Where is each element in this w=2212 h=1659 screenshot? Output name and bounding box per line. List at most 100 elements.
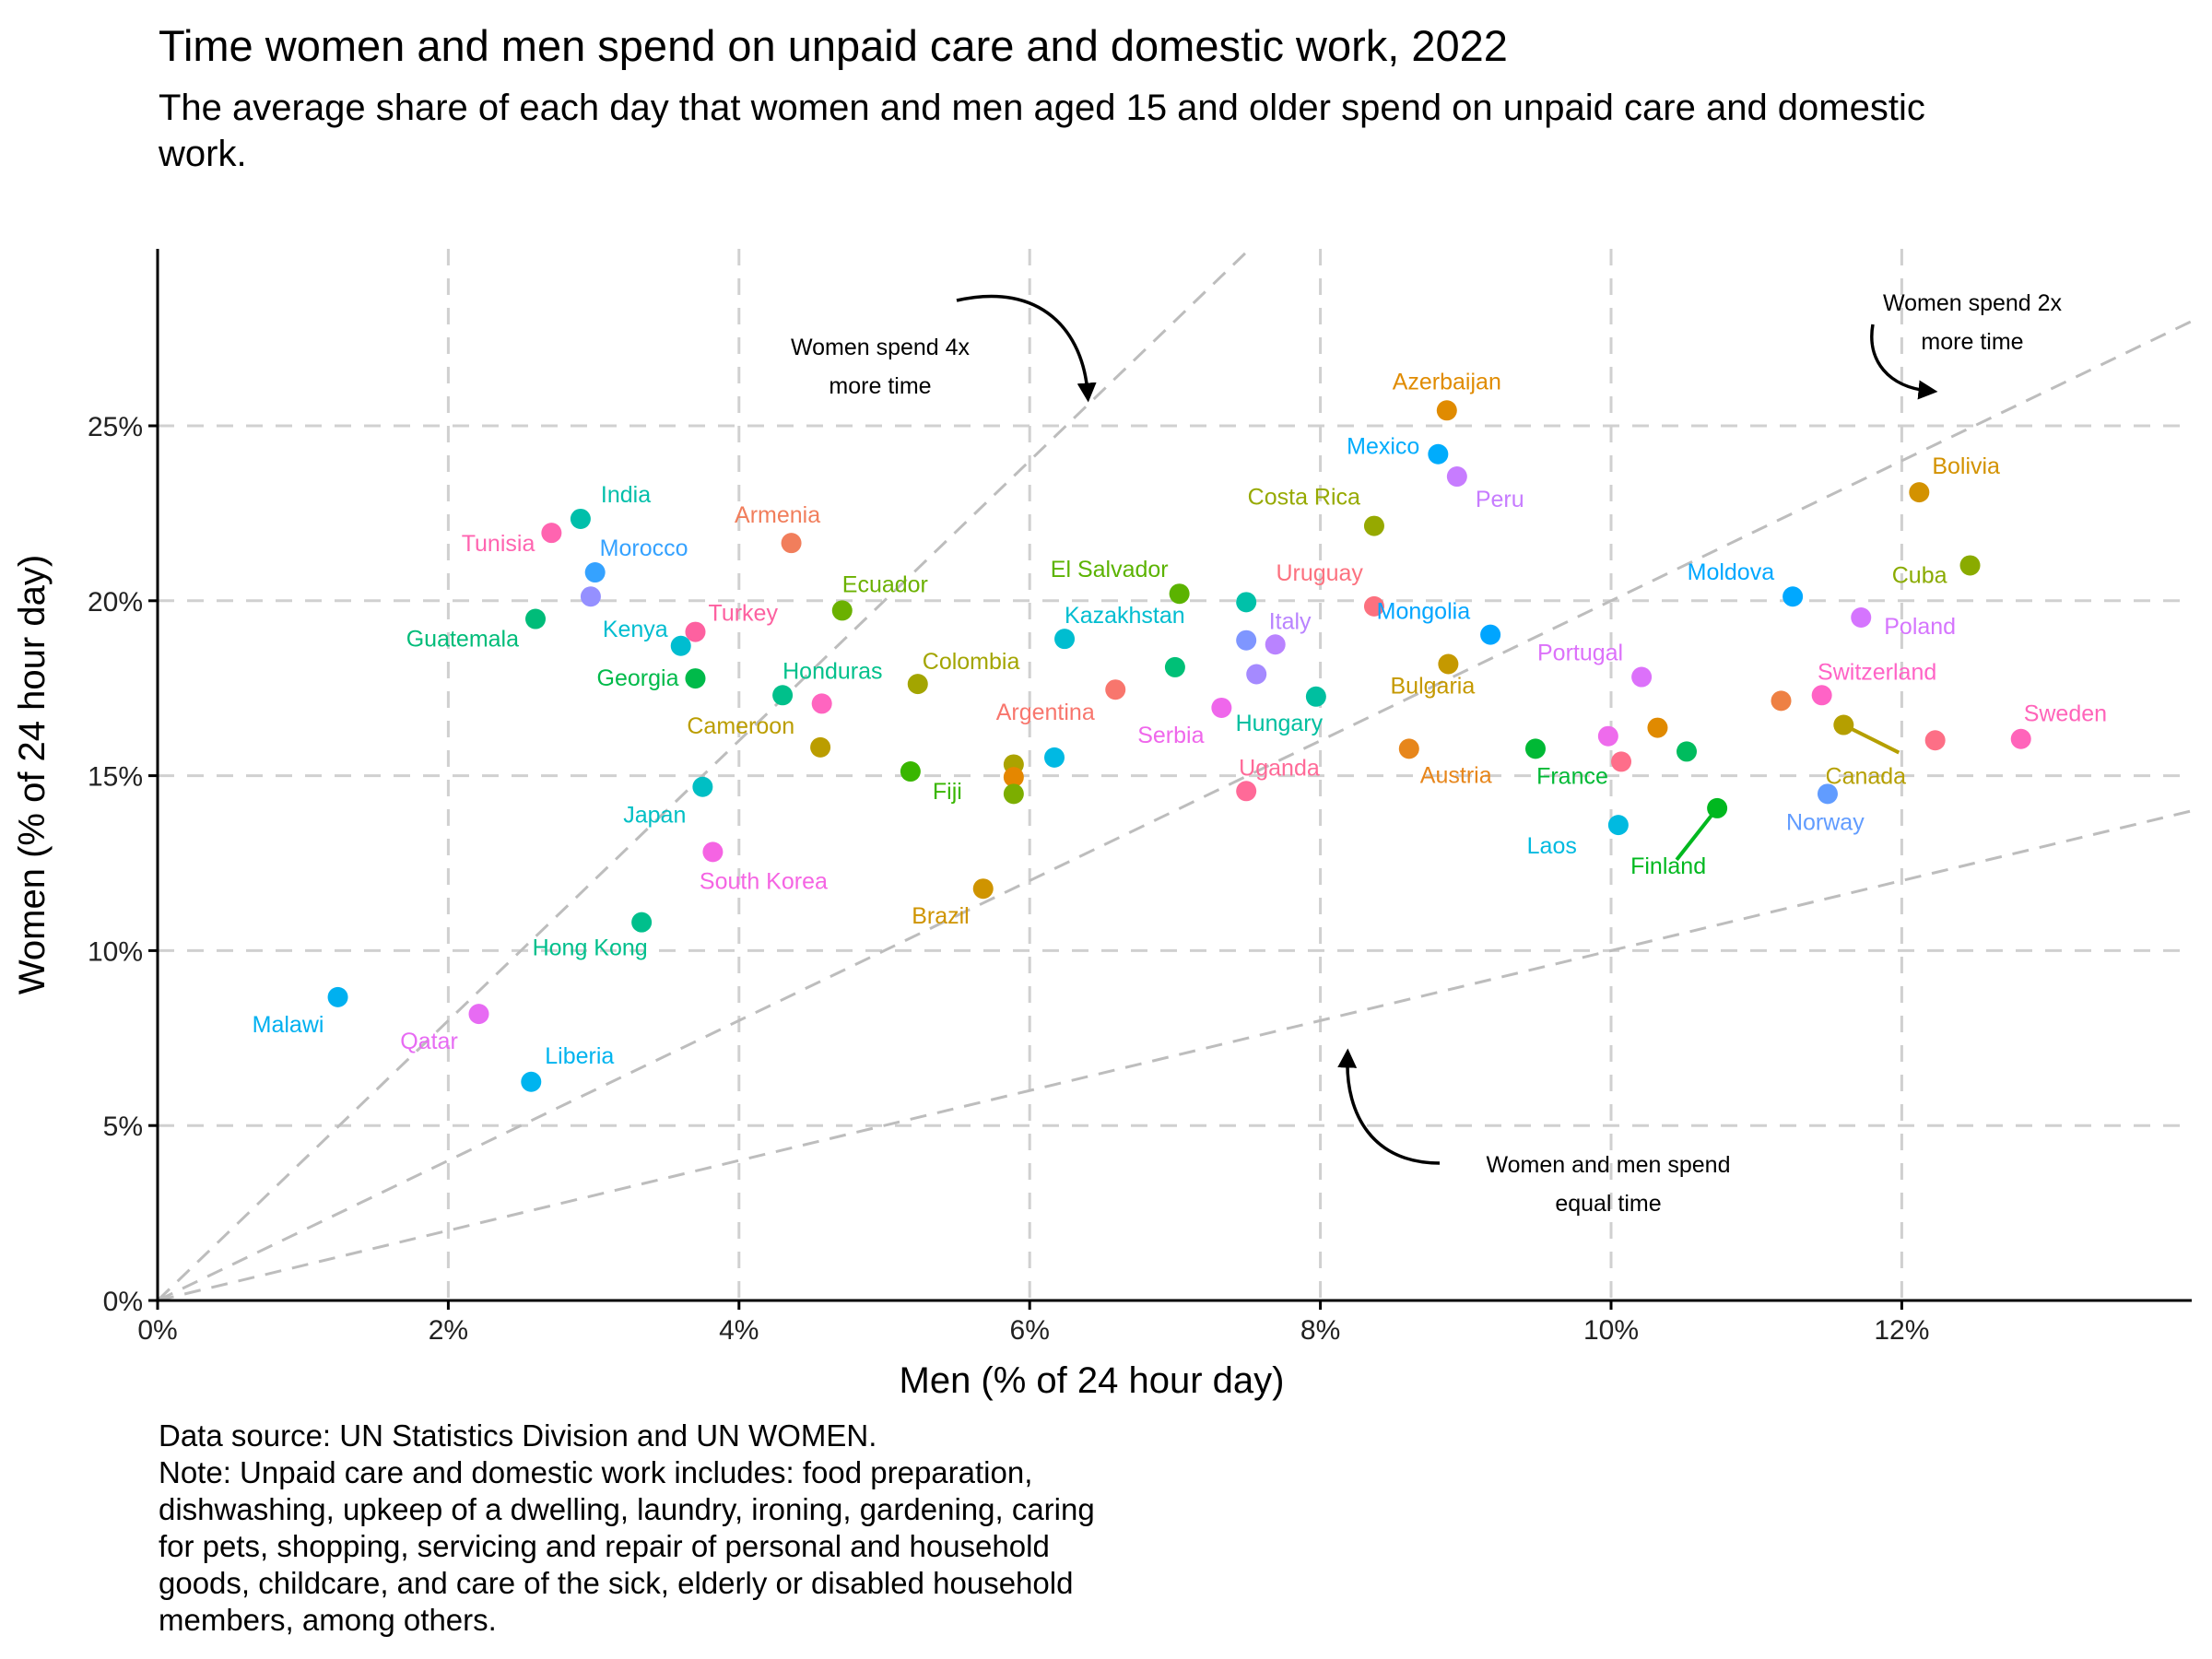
label-switzerland: Switzerland [1818,659,1936,685]
label-malawi: Malawi [253,1012,324,1038]
chart-title: Time women and men spend on unpaid care … [159,21,1508,70]
point-turkey [685,621,706,642]
point-unlabeled [1677,741,1698,762]
point-unlabeled [1003,767,1024,788]
annotation-text: more time [1921,329,2023,355]
label-norway: Norway [1786,809,1865,835]
point-unlabeled [1164,656,1185,677]
label-hungary: Hungary [1236,711,1324,736]
annotation-text: Women spend 2x [1883,290,2063,316]
annotation-text: Women spend 4x [791,335,971,360]
point-moldova [1783,586,1804,607]
label-kenya: Kenya [603,617,668,642]
point-cameroon [810,736,831,758]
label-colombia: Colombia [923,649,1020,675]
point-unlabeled [1246,664,1267,685]
point-unlabeled [1597,725,1618,747]
point-serbia [1211,697,1232,718]
reference-line-1x [157,809,2194,1302]
label-moldova: Moldova [1688,559,1775,585]
reference-line-4x [156,250,1249,1302]
point-unlabeled [811,693,832,714]
annotations: Women spend 4x more time Women spend 2x mor… [791,290,2063,1217]
label-mexico: Mexico [1347,434,1419,460]
point-unlabeled [1236,592,1257,613]
label-morocco: Morocco [600,535,688,561]
point-canada [1833,714,1854,735]
point-liberia [521,1071,542,1092]
annotation-arrow-icon [956,294,1097,403]
reference-lines [156,250,2194,1302]
point-bolivia [1909,482,1930,503]
point-austria [1398,738,1419,759]
annotation-text: Women and men spend [1487,1152,1731,1178]
label-tunisia: Tunisia [462,531,535,557]
label-georgia: Georgia [597,665,679,691]
point-unlabeled [1044,747,1065,768]
point-mongolia [1480,624,1501,645]
label-liberia: Liberia [545,1043,614,1069]
label-india: India [601,482,651,508]
x-tick-label: 12% [1874,1315,1929,1346]
label-cameroon: Cameroon [687,713,794,739]
label-south-korea: South Korea [700,868,828,894]
label-cuba: Cuba [1892,562,1947,588]
label-italy: Italy [1269,608,1312,634]
point-unlabeled [1236,629,1257,651]
label-poland: Poland [1884,614,1956,640]
point-azerbaijan [1436,400,1457,421]
point-unlabeled [580,586,601,607]
connector-finland [1675,806,1719,862]
point-qatar [468,1004,489,1025]
label-honduras: Honduras [782,658,882,684]
label-turkey: Turkey [708,601,778,627]
point-japan [692,776,713,797]
point-mexico [1428,443,1449,465]
label-france: France [1536,763,1608,789]
label-finland: Finland [1630,853,1706,879]
point-labels: Malawi Qatar Liberia Hong Kong India Tunisia M… [253,369,2107,1068]
point-el-salvador [1169,583,1190,605]
point-colombia [907,674,928,695]
point-uganda [1236,781,1257,802]
label-costa-rica: Costa Rica [1248,485,1360,511]
annotation-text: more time [829,373,931,399]
point-france [1524,738,1546,759]
point-costa-rica [1363,515,1384,536]
reference-line-2x [157,319,2194,1302]
point-india [570,508,591,529]
point-sweden [2010,728,2031,749]
x-tick-label: 4% [719,1315,759,1346]
point-morocco [584,562,606,583]
point-portugal [1631,666,1653,688]
label-brazil: Brazil [912,903,970,929]
chart-subtitle: The average share of each day that women… [159,88,1925,174]
annotation-arrow-icon [1870,324,1938,400]
point-norway [1817,783,1838,805]
y-tick-label: 10% [88,936,143,967]
x-tick-label: 6% [1010,1315,1050,1346]
point-georgia [685,668,706,689]
point-brazil [972,878,994,900]
label-bolivia: Bolivia [1932,453,2000,479]
label-serbia: Serbia [1137,723,1204,748]
label-peru: Peru [1476,487,1524,512]
label-kazakhstan: Kazakhstan [1065,603,1185,629]
label-guatemala: Guatemala [406,627,519,653]
y-tick-label: 0% [103,1287,143,1317]
label-fiji: Fiji [933,779,962,805]
annotation-arrow-icon [1337,1048,1441,1165]
label-el-salvador: El Salvador [1051,557,1169,582]
point-armenia [781,533,802,554]
label-qatar: Qatar [400,1029,458,1054]
label-portugal: Portugal [1537,641,1623,666]
x-tick-label: 2% [429,1315,468,1346]
point-kazakhstan [1054,629,1076,650]
label-armenia: Armenia [735,502,820,528]
point-laos [1607,815,1629,836]
point-south-korea [702,841,724,863]
label-hong-kong: Hong Kong [533,935,648,961]
label-canada: Canada [1826,764,1907,790]
point-fiji [900,761,921,782]
